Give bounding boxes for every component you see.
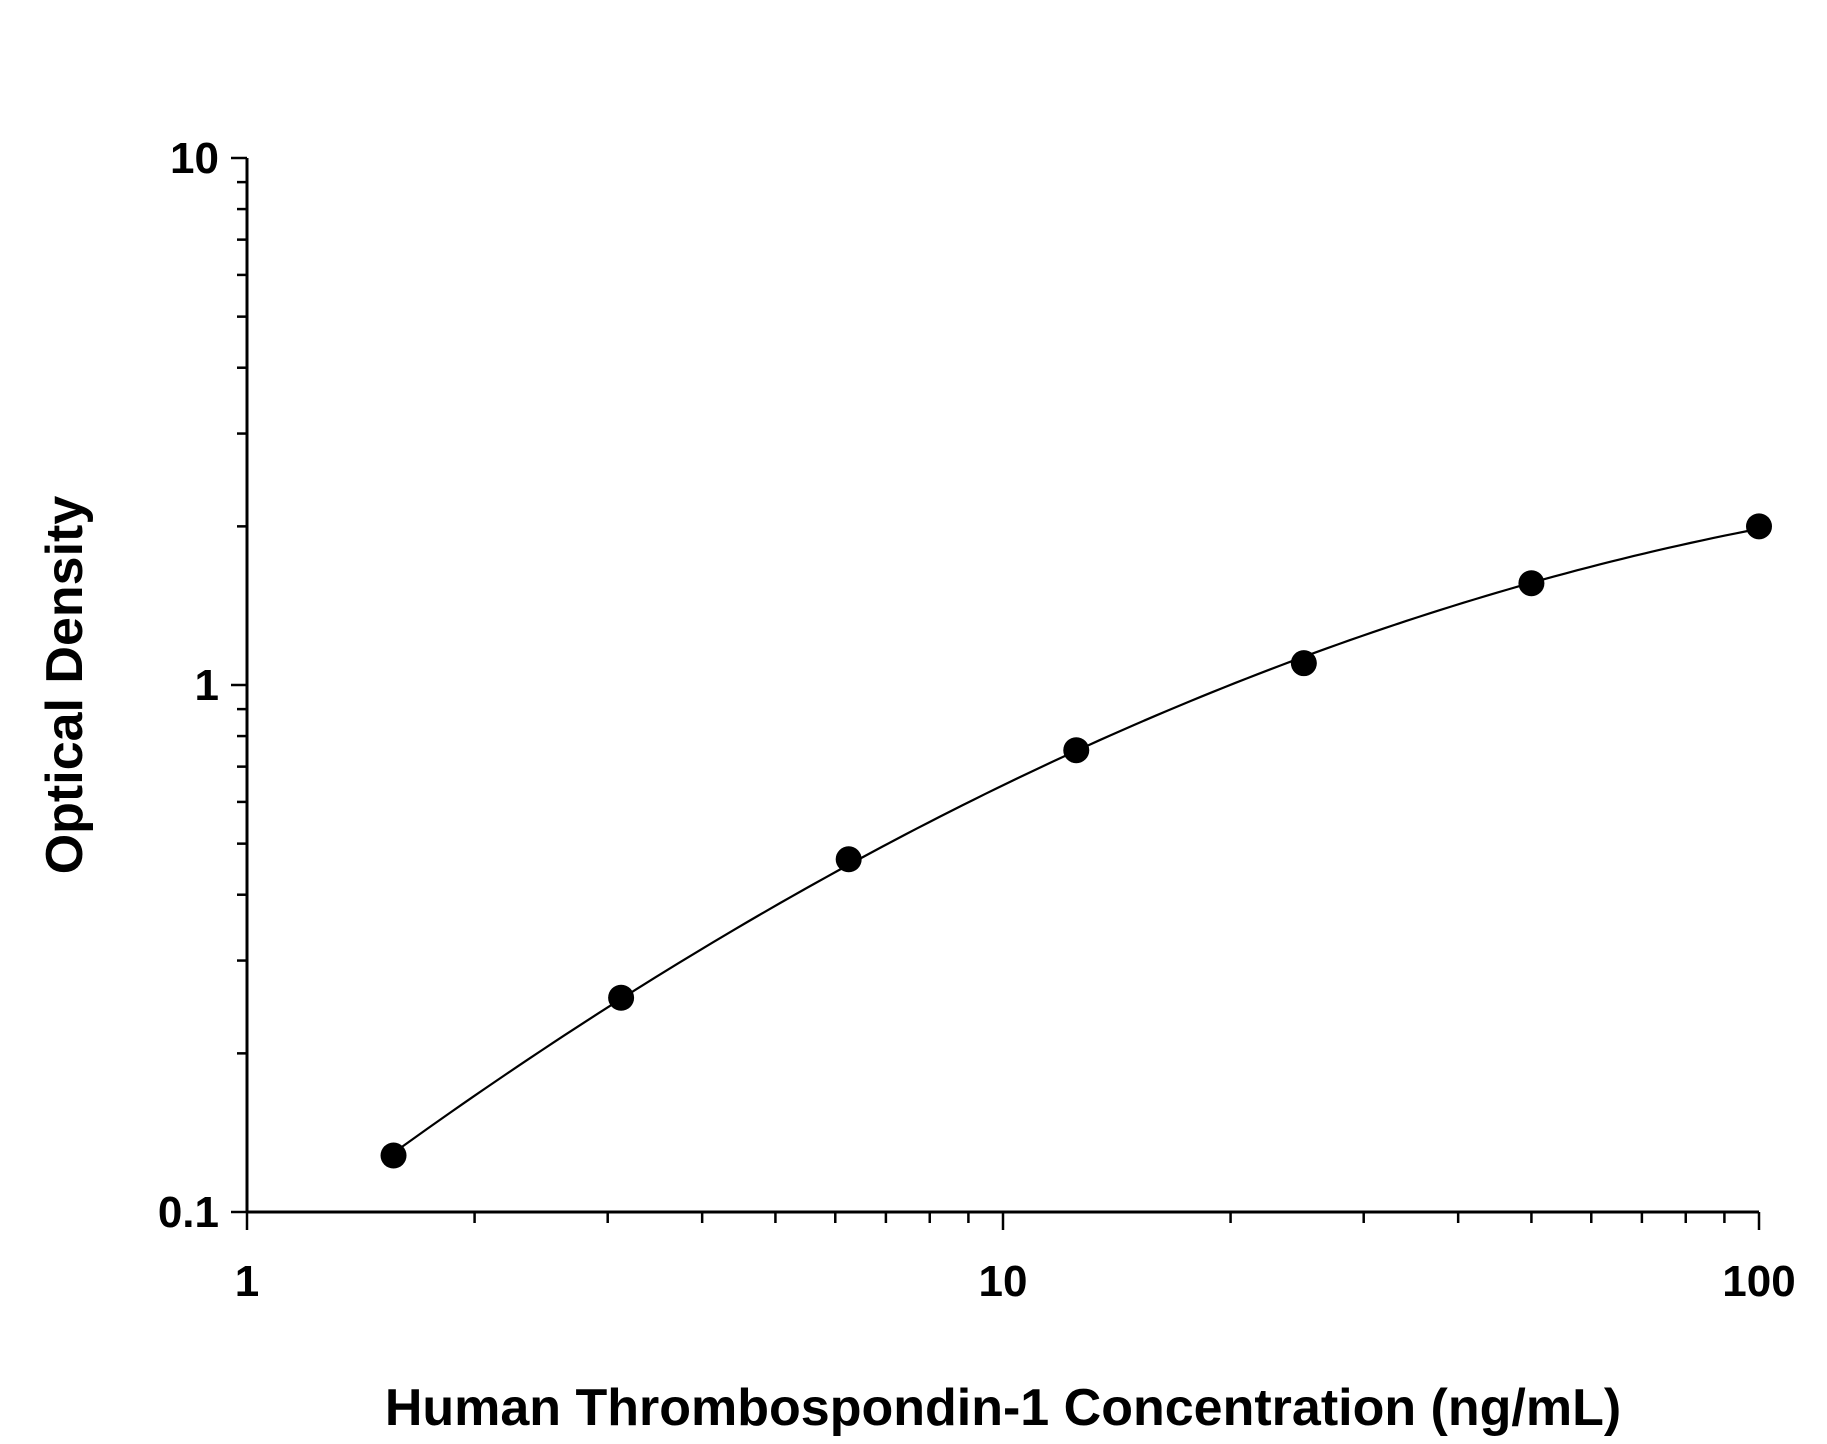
data-point	[1290, 650, 1317, 677]
y-axis-title: Optical Density	[36, 496, 94, 875]
y-tick-label: 0.1	[158, 1188, 219, 1237]
x-axis-title: Human Thrombospondin-1 Concentration (ng…	[385, 1379, 1621, 1437]
points-layer	[380, 513, 1772, 1169]
data-point	[1063, 737, 1090, 764]
x-tick-label: 100	[1722, 1257, 1795, 1306]
tick-labels-layer: 0.1 1 10 1 10 100	[158, 134, 1796, 1306]
data-point	[380, 1142, 407, 1169]
fit-curve	[392, 527, 1760, 1154]
data-point	[1746, 513, 1772, 540]
data-point	[608, 984, 635, 1011]
data-point	[835, 846, 862, 873]
ticks-layer	[231, 156, 1761, 1230]
x-tick-label: 1	[235, 1257, 259, 1306]
y-tick-label: 1	[195, 661, 219, 710]
y-tick-label: 10	[170, 134, 219, 183]
axes-layer	[245, 158, 1759, 1214]
data-point	[1518, 570, 1545, 597]
x-tick-label: 10	[979, 1257, 1028, 1306]
